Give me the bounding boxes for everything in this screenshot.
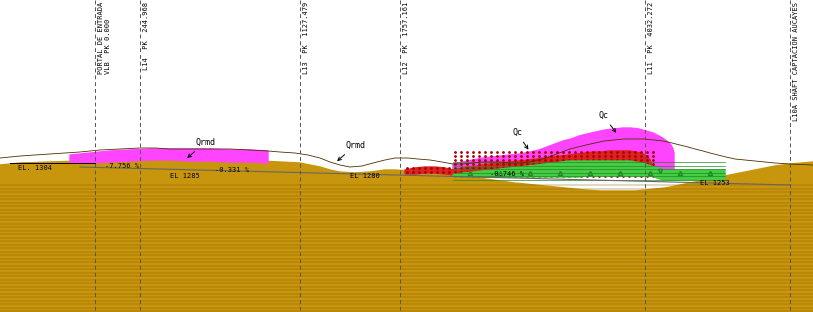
Text: L11  PK  4032.272: L11 PK 4032.272	[648, 2, 654, 74]
Polygon shape	[453, 128, 674, 173]
Text: L13  PK  1127.479: L13 PK 1127.479	[303, 2, 309, 74]
Text: L10A SHAFT CAPTACION AUCAYES: L10A SHAFT CAPTACION AUCAYES	[793, 2, 799, 121]
Polygon shape	[453, 161, 725, 180]
Text: EL 1253: EL 1253	[700, 180, 730, 186]
Text: L12  PK  1757.161: L12 PK 1757.161	[403, 2, 409, 74]
Text: PORTAL DE ENTRADA
VLB  PK 0.000: PORTAL DE ENTRADA VLB PK 0.000	[98, 2, 111, 74]
Text: L14  PK  244.968: L14 PK 244.968	[143, 2, 149, 70]
Text: EL 1285: EL 1285	[170, 173, 200, 179]
Text: EL. 1304: EL. 1304	[18, 165, 52, 171]
Text: -0.746 %: -0.746 %	[490, 171, 524, 177]
Text: Qrmd: Qrmd	[338, 141, 365, 160]
Polygon shape	[453, 151, 652, 175]
Text: EL 1280: EL 1280	[350, 173, 380, 179]
Text: Qc: Qc	[512, 128, 528, 149]
Polygon shape	[70, 149, 268, 163]
Text: -0.331 %: -0.331 %	[215, 167, 249, 173]
Polygon shape	[0, 159, 813, 312]
Polygon shape	[405, 167, 453, 175]
Text: Qc: Qc	[598, 111, 615, 132]
Text: -7.756 %: -7.756 %	[105, 163, 139, 169]
Text: Qrmd: Qrmd	[188, 138, 215, 158]
